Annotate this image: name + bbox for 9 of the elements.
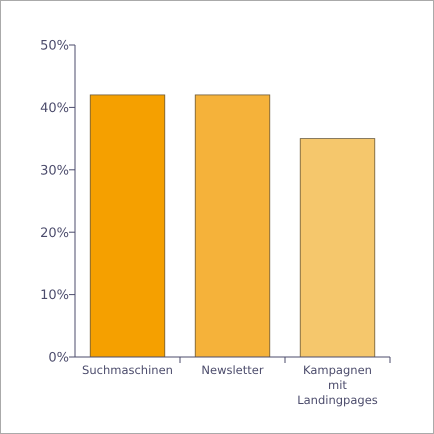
y-tick-label: 30% — [40, 163, 69, 178]
y-tick-label: 0% — [48, 350, 69, 366]
y-tick-label: 20% — [40, 226, 69, 241]
x-tick-label: Newsletter — [201, 363, 264, 377]
x-tick-label: Suchmaschinen — [82, 363, 173, 377]
x-tick-label: Kampagnen mit Landingpages — [297, 363, 378, 407]
y-tick-label: 50% — [40, 38, 69, 54]
y-tick-label: 40% — [40, 100, 69, 116]
y-tick-label: 10% — [40, 288, 69, 304]
